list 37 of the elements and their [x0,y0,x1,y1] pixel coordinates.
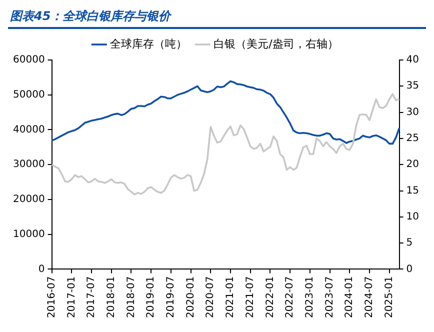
y2-tick-label: 40 [406,54,420,66]
x-tick-label: 2020-07 [205,276,216,318]
chart-title: 图表45：全球白银库存与银价 [8,8,426,29]
x-tick-label: 2020-01 [185,276,196,318]
y2-tick-label: 0 [406,264,413,275]
y2-tick-label: 10 [406,212,420,223]
y-tick-label: 50000 [13,89,45,100]
y-tick-label: 10000 [13,228,45,240]
x-tick-label: 2019-01 [146,276,157,318]
y-tick-label: 40000 [13,124,45,136]
legend-label: 白银（美元/盎司，右轴） [214,37,338,50]
y2-tick-label: 35 [406,80,420,92]
x-tick-label: 2017-01 [66,276,78,318]
y2-tick-label: 20 [406,159,420,170]
x-tick-label: 2021-07 [244,276,256,318]
x-tick-label: 2024-07 [364,276,376,318]
x-tick-label: 2024-01 [344,276,356,318]
x-tick-label: 2025-01 [384,276,395,318]
y-tick-label: 0 [38,264,45,275]
x-tick-label: 2016-07 [46,276,58,318]
x-tick-label: 2019-07 [166,276,177,318]
x-tick-label: 2022-07 [284,276,296,318]
y-tick-label: 30000 [13,159,45,170]
y-tick-label: 20000 [13,194,45,206]
x-tick-label: 2022-01 [264,276,276,318]
y-tick-label: 60000 [13,54,45,66]
x-tick-label: 2017-07 [86,276,98,318]
x-tick-label: 2021-01 [225,276,236,318]
legend-label: 全球库存（吨） [110,37,188,50]
y2-tick-label: 30 [406,106,420,118]
x-tick-label: 2018-07 [126,276,137,318]
y2-tick-label: 25 [406,133,420,144]
y2-tick-label: 5 [406,238,413,249]
x-tick-label: 2023-07 [324,276,336,318]
x-tick-label: 2018-01 [106,276,117,318]
x-tick-label: 2023-01 [304,276,316,318]
y2-tick-label: 15 [406,185,420,196]
